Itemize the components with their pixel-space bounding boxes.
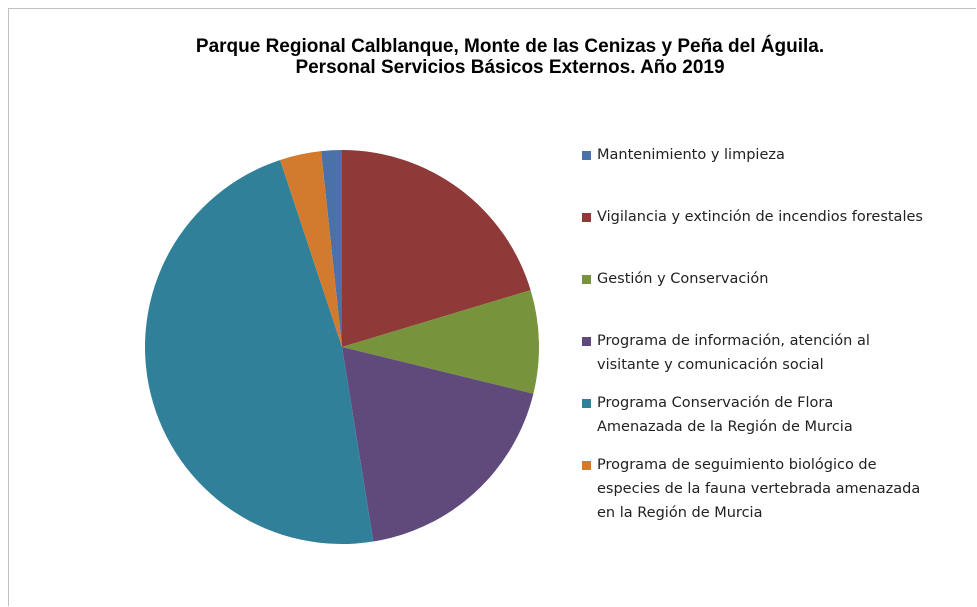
legend-label: Programa de seguimiento biológico de esp… [597, 457, 921, 521]
legend-label: Programa Conservación de Flora Amenazada… [597, 395, 853, 435]
legend-label: Mantenimiento y limpieza [597, 147, 785, 163]
legend-item: Programa de seguimiento biológico de esp… [582, 453, 962, 525]
legend-item: Gestión y Conservación [582, 267, 962, 291]
legend-swatch [582, 461, 591, 470]
pie-slice [342, 290, 539, 394]
chart-title: Parque Regional Calblanque, Monte de las… [195, 36, 825, 57]
title-block: Parque Regional Calblanque, Monte de las… [170, 36, 850, 78]
legend-label: Programa de información, atención al vis… [597, 333, 870, 373]
legend: Mantenimiento y limpieza Vigilancia y ext… [582, 143, 962, 525]
pie-slice [342, 347, 534, 542]
legend-item: Vigilancia y extinción de incendios fore… [582, 205, 962, 229]
legend-swatch [582, 399, 591, 408]
legend-label: Vigilancia y extinción de incendios fore… [597, 209, 923, 225]
chart-subtitle: Personal Servicios Básicos Externos. Año… [295, 57, 725, 78]
legend-swatch [582, 275, 591, 284]
legend-swatch [582, 151, 591, 160]
legend-item: Programa de información, atención al vis… [582, 329, 962, 377]
legend-item: Mantenimiento y limpieza [582, 143, 962, 167]
legend-item: Programa Conservación de Flora Amenazada… [582, 391, 962, 439]
pie-slice [144, 159, 374, 544]
legend-swatch [582, 337, 591, 346]
pie-slice [321, 150, 342, 347]
legend-swatch [582, 213, 591, 222]
chart-frame [8, 8, 976, 606]
pie-slice [280, 151, 342, 347]
legend-label: Gestión y Conservación [597, 271, 769, 287]
pie-slice [342, 150, 531, 347]
